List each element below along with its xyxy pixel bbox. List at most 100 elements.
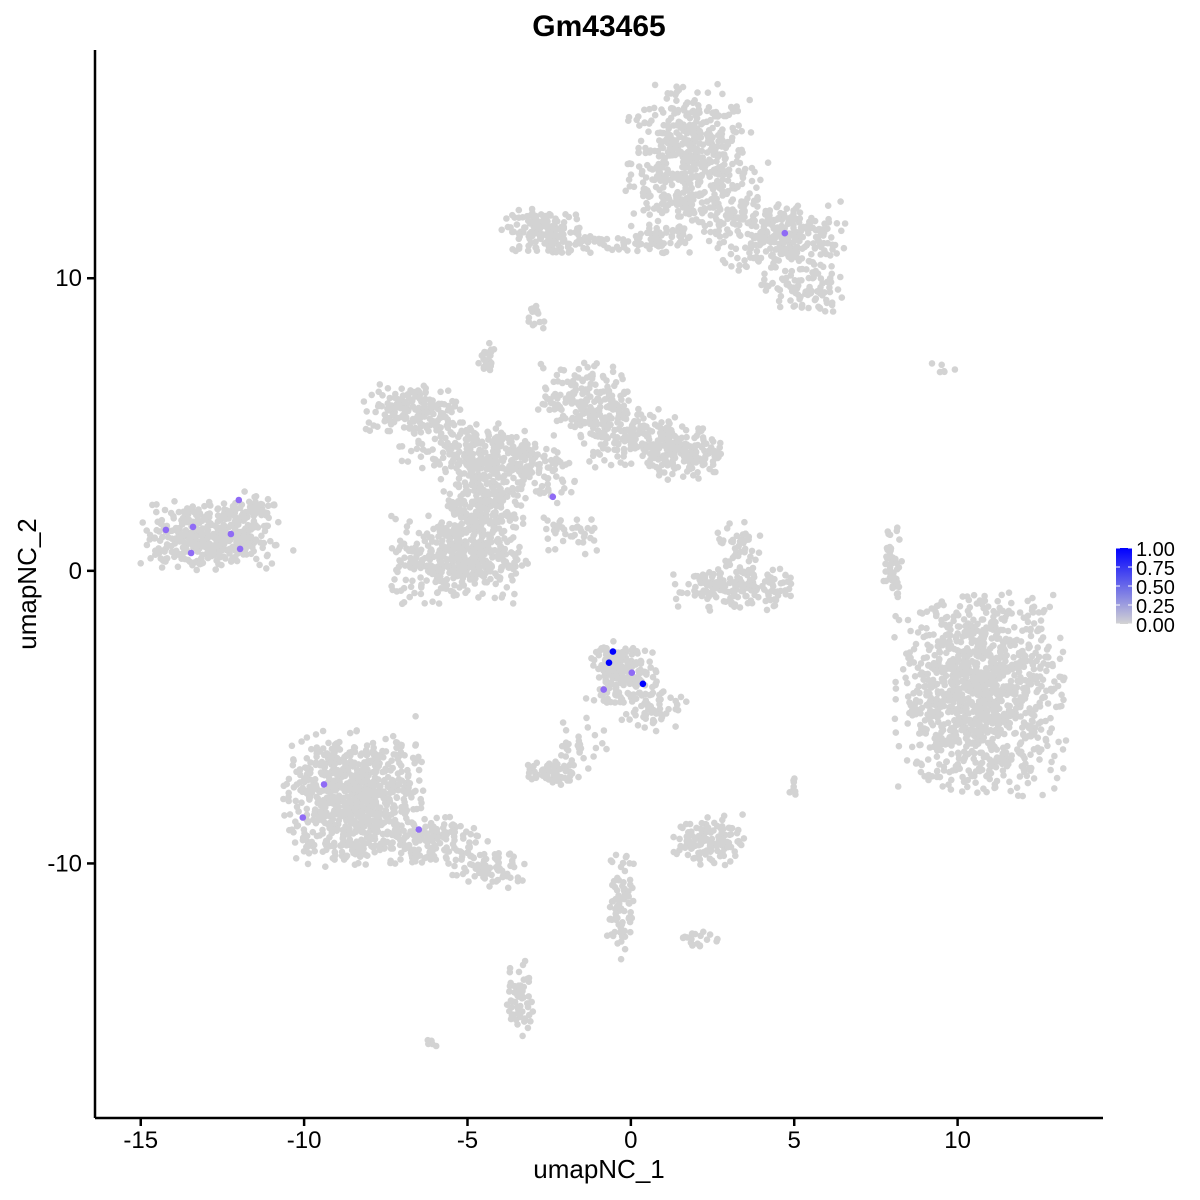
cell-point bbox=[457, 514, 465, 521]
cell-point bbox=[496, 441, 504, 448]
cell-point bbox=[827, 278, 835, 286]
cell-point bbox=[717, 439, 724, 447]
cell-point bbox=[558, 249, 566, 256]
cell-point bbox=[559, 238, 567, 245]
cell-point bbox=[960, 648, 968, 655]
cell-point bbox=[1056, 655, 1064, 663]
cell-point bbox=[524, 217, 532, 225]
cell-point bbox=[808, 250, 815, 258]
cell-point bbox=[975, 731, 983, 739]
cell-point bbox=[816, 241, 824, 249]
cell-point bbox=[993, 690, 1001, 698]
cell-point bbox=[654, 423, 661, 430]
cell-point bbox=[787, 297, 794, 304]
cell-point bbox=[612, 690, 619, 697]
cell-point bbox=[662, 224, 670, 232]
cell-point bbox=[671, 580, 679, 588]
cell-point bbox=[1056, 703, 1063, 710]
cell-point bbox=[688, 208, 695, 216]
cell-point bbox=[580, 533, 588, 541]
cell-point bbox=[675, 213, 682, 220]
cell-point bbox=[934, 767, 941, 775]
cell-point bbox=[698, 219, 706, 226]
cell-point bbox=[442, 527, 450, 534]
cell-point bbox=[546, 406, 553, 414]
cell-point bbox=[580, 440, 588, 447]
cell-point bbox=[473, 440, 481, 447]
cell-point bbox=[486, 339, 493, 347]
cell-point bbox=[658, 106, 665, 113]
cell-point bbox=[694, 89, 701, 96]
cell-point bbox=[498, 456, 506, 464]
cell-point bbox=[567, 229, 574, 236]
cell-point bbox=[841, 220, 849, 227]
cell-point bbox=[400, 599, 408, 606]
cell-point bbox=[970, 591, 978, 599]
cell-point bbox=[715, 171, 722, 178]
cell-point bbox=[754, 257, 762, 264]
cell-point bbox=[418, 558, 426, 565]
cell-point bbox=[453, 537, 461, 545]
cell-point bbox=[1044, 742, 1051, 750]
cell-point bbox=[637, 423, 644, 430]
cell-point bbox=[229, 502, 237, 510]
cell-point bbox=[921, 683, 928, 690]
cell-point bbox=[690, 573, 698, 580]
cell-point bbox=[625, 117, 632, 124]
cell-point bbox=[752, 210, 760, 217]
cell-point bbox=[435, 458, 442, 466]
cell-point bbox=[463, 461, 471, 469]
cell-point bbox=[163, 541, 171, 548]
cell-point bbox=[475, 359, 482, 367]
cell-point bbox=[512, 524, 520, 531]
cell-point bbox=[700, 119, 707, 126]
cell-point bbox=[741, 208, 748, 216]
cell-point bbox=[449, 503, 457, 511]
cell-point bbox=[362, 425, 370, 433]
cell-point bbox=[543, 395, 551, 402]
cell-point bbox=[1037, 663, 1044, 670]
cell-point bbox=[651, 81, 659, 89]
cell-point bbox=[823, 299, 831, 307]
cell-point bbox=[828, 299, 836, 307]
cell-point bbox=[953, 670, 960, 678]
cell-point bbox=[476, 497, 484, 504]
cell-point bbox=[647, 664, 654, 671]
cell-point bbox=[256, 509, 264, 516]
cell-point bbox=[443, 556, 451, 564]
cell-point bbox=[611, 446, 618, 454]
cell-point bbox=[700, 440, 708, 448]
cell-point bbox=[567, 247, 575, 254]
cell-point bbox=[700, 228, 708, 235]
cell-point bbox=[459, 547, 467, 554]
cell-point bbox=[1003, 668, 1010, 675]
cell-point bbox=[967, 740, 975, 747]
cell-point bbox=[589, 412, 596, 420]
cell-point bbox=[453, 443, 460, 451]
cell-point bbox=[690, 472, 697, 479]
cell-point bbox=[624, 160, 632, 168]
cell-point bbox=[746, 96, 753, 104]
cell-point bbox=[759, 582, 766, 590]
cell-point bbox=[690, 121, 697, 129]
cell-point bbox=[782, 236, 790, 243]
cell-point bbox=[647, 192, 654, 200]
cell-point bbox=[489, 529, 496, 537]
cell-point bbox=[249, 509, 256, 517]
cell-point bbox=[944, 640, 952, 647]
cell-point bbox=[415, 437, 422, 445]
cell-point bbox=[399, 392, 407, 399]
cell-point bbox=[607, 461, 615, 469]
cell-point bbox=[923, 701, 930, 709]
cell-point bbox=[409, 577, 416, 585]
cell-point bbox=[714, 80, 721, 88]
cell-point bbox=[587, 372, 594, 380]
cell-point bbox=[891, 715, 899, 723]
cell-point bbox=[809, 224, 817, 232]
cell-point bbox=[796, 266, 804, 273]
cell-point bbox=[938, 664, 945, 671]
cell-point bbox=[820, 289, 827, 296]
cell-point bbox=[604, 425, 611, 433]
cell-point bbox=[1029, 661, 1037, 668]
cell-point bbox=[692, 134, 700, 142]
